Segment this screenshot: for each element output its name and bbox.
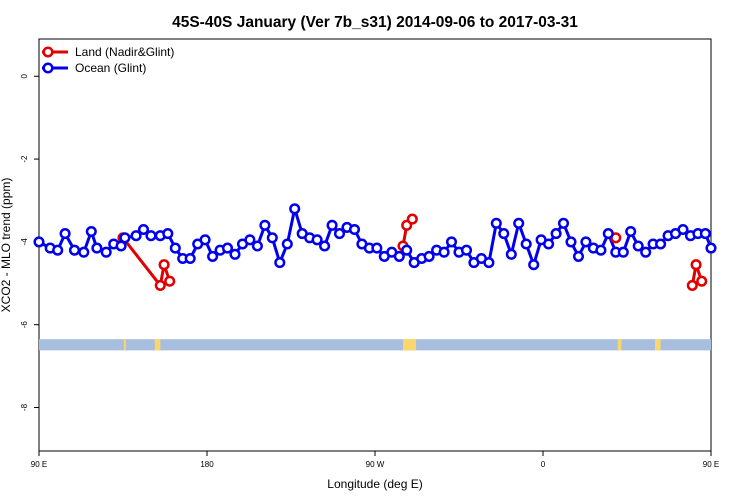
data-point-ocean — [85, 225, 97, 238]
data-point-ocean — [393, 250, 405, 262]
x-axis: 90 E 180 90 W 0 90 E — [31, 451, 719, 469]
data-point-ocean — [78, 246, 90, 258]
data-point-ocean — [348, 223, 361, 236]
data-point-ocean — [513, 217, 525, 229]
series-points — [33, 203, 717, 291]
data-point-ocean — [528, 259, 540, 271]
data-point-ocean — [655, 238, 667, 250]
data-point-ocean — [595, 244, 607, 256]
data-point-ocean — [281, 238, 293, 250]
legend-item-land: Land (Nadir&Glint) — [42, 45, 174, 59]
data-point-ocean — [498, 228, 510, 240]
data-point-ocean — [565, 236, 577, 248]
data-point-ocean — [333, 228, 346, 240]
x-tick-label: 90 E — [31, 460, 47, 469]
data-point-ocean — [460, 244, 473, 256]
land-band-segment — [123, 339, 126, 351]
data-point-ocean — [490, 217, 502, 229]
data-point-ocean — [520, 238, 532, 250]
land-band-segment — [154, 339, 161, 351]
data-point-ocean — [423, 250, 435, 262]
data-point-ocean — [557, 217, 570, 229]
legend-marker-ocean — [42, 62, 54, 74]
data-point-ocean — [207, 250, 219, 262]
land-band-segment — [655, 339, 661, 351]
data-point-ocean — [677, 223, 689, 236]
land-ocean-band — [39, 339, 711, 351]
data-point-ocean — [274, 257, 286, 269]
data-point-ocean — [505, 248, 517, 260]
data-point-ocean — [289, 203, 301, 215]
x-tick-label: 90 E — [703, 460, 719, 469]
data-point-ocean — [543, 238, 555, 250]
data-point-ocean — [266, 232, 278, 244]
data-point-ocean — [438, 246, 450, 258]
x-tick-label: 180 — [200, 460, 214, 469]
data-point-ocean — [699, 228, 711, 240]
ocean-band — [39, 339, 711, 351]
y-tick-label: 0 — [20, 73, 29, 78]
x-axis-label: Longitude (deg E) — [327, 477, 422, 491]
data-point-ocean — [371, 242, 383, 254]
data-point-ocean — [100, 246, 112, 258]
data-point-ocean — [602, 228, 614, 240]
data-point-ocean — [625, 225, 637, 238]
land-band-segment — [617, 339, 622, 351]
series-line-land — [121, 236, 172, 287]
y-tick-label: -8 — [20, 403, 29, 411]
data-point-ocean — [550, 228, 562, 240]
data-point-ocean — [580, 236, 592, 248]
data-point-ocean — [705, 242, 717, 254]
data-point-ocean — [251, 240, 263, 252]
chart-title: 45S-40S January (Ver 7b_s31) 2014-09-06 … — [172, 14, 578, 31]
data-point-ocean — [184, 252, 196, 265]
data-point-ocean — [259, 219, 271, 231]
x-tick-label: 90 W — [366, 460, 385, 469]
data-point-ocean — [221, 242, 234, 254]
data-point-ocean — [445, 236, 458, 248]
data-point-ocean — [33, 236, 45, 248]
legend-marker-land — [42, 46, 54, 58]
data-point-ocean — [326, 219, 338, 231]
data-point-land — [686, 279, 698, 291]
data-point-ocean — [52, 244, 64, 256]
data-point-ocean — [617, 246, 629, 258]
data-point-ocean — [137, 223, 150, 236]
data-point-land — [164, 275, 176, 287]
data-point-ocean — [311, 234, 323, 246]
data-point-ocean — [229, 248, 241, 260]
data-point-land — [696, 275, 708, 287]
data-point-ocean — [319, 240, 331, 252]
data-point-ocean — [572, 250, 585, 262]
legend-label-land: Land (Nadir&Glint) — [75, 45, 174, 59]
data-point-land — [158, 259, 170, 271]
x-tick-label: 0 — [541, 460, 546, 469]
y-tick-label: -2 — [20, 155, 29, 163]
data-point-ocean — [130, 230, 142, 242]
data-point-ocean — [199, 234, 211, 246]
data-point-ocean — [632, 240, 644, 252]
data-point-ocean — [640, 246, 652, 258]
legend-item-ocean: Ocean (Glint) — [42, 61, 146, 75]
data-point-ocean — [483, 257, 495, 269]
data-point-ocean — [162, 228, 174, 240]
data-point-ocean — [59, 228, 71, 240]
data-point-land — [690, 259, 702, 271]
legend: Land (Nadir&Glint) Ocean (Glint) — [42, 45, 174, 75]
data-point-ocean — [68, 244, 81, 256]
data-point-ocean — [119, 232, 131, 244]
data-point-ocean — [145, 230, 157, 242]
data-point-ocean — [401, 244, 413, 256]
y-tick-label: -4 — [20, 238, 29, 246]
legend-label-ocean: Ocean (Glint) — [75, 61, 146, 75]
data-point-ocean — [169, 242, 181, 254]
data-point-land — [406, 213, 418, 225]
y-tick-label: -6 — [20, 321, 29, 329]
data-point-land — [154, 279, 166, 291]
data-point-ocean — [91, 242, 103, 254]
y-axis-label: XCO2 - MLO trend (ppm) — [0, 178, 13, 313]
data-point-ocean — [244, 234, 256, 246]
land-band-segment — [403, 339, 417, 351]
